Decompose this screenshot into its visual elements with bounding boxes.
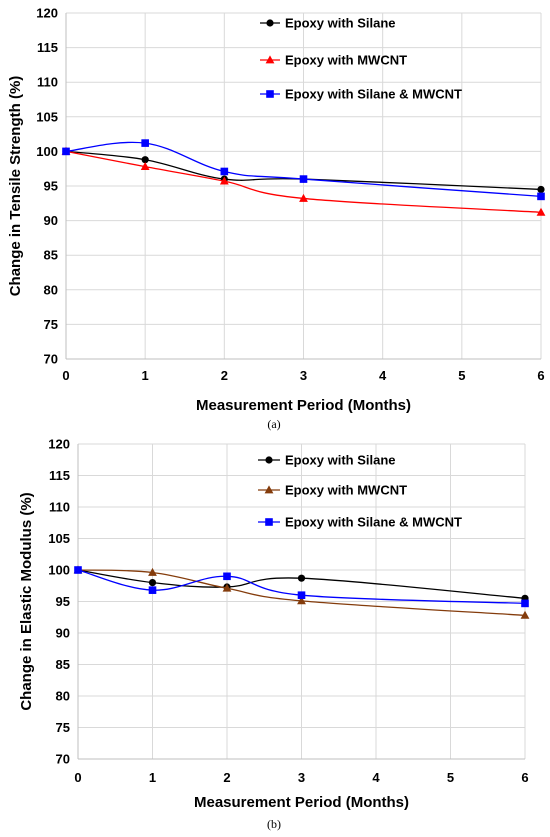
chart-b-y-tick-label: 115: [49, 468, 70, 483]
chart-a-data-point-square: [62, 147, 70, 156]
chart-b-data-point-square: [223, 572, 231, 581]
chart-a-data-point-square: [220, 167, 229, 176]
chart-a-x-tick-label: 6: [537, 368, 544, 383]
chart-a-y-tick-label: 105: [36, 109, 58, 124]
chart-b-y-tick-label: 80: [56, 689, 70, 704]
chart-b-x-tick-label: 2: [223, 770, 230, 785]
chart-a-y-tick-label: 90: [44, 213, 58, 228]
chart-a-y-tick-label: 115: [37, 40, 58, 55]
chart-b-data-point-triangle: [297, 596, 306, 605]
chart-b-y-tick-label: 100: [48, 563, 70, 578]
chart-b-series-line-circle: [77, 569, 526, 599]
chart-b-x-tick-label: 6: [521, 770, 528, 785]
chart-b-legend-label: Epoxy with Silane & MWCNT: [285, 515, 462, 530]
chart-b-x-tick-label: 3: [298, 770, 305, 785]
chart-a-x-tick-label: 4: [379, 368, 387, 383]
chart-b-y-tick-label: 75: [56, 720, 70, 735]
chart-a-x-tick-label: 0: [62, 368, 69, 383]
chart-a-data-point-circle: [141, 156, 149, 164]
chart-b-data-point-circle: [297, 574, 306, 582]
chart-b-data-point-square: [521, 599, 529, 608]
chart-a-legend-label: Epoxy with Silane: [285, 16, 396, 31]
chart-a-data-point-triangle: [536, 207, 546, 216]
chart-a-x-tick-label: 5: [458, 368, 465, 383]
chart-a-data-point-square: [537, 192, 545, 201]
chart-a-y-tick-label: 120: [36, 6, 58, 21]
chart-a-series-line-square: [65, 141, 542, 198]
chart-b-x-tick-label: 5: [447, 770, 454, 785]
chart-b-x-tick-label: 4: [372, 770, 380, 785]
chart-b-y-tick-label: 85: [56, 657, 70, 672]
chart-a-x-tick-label: 3: [300, 368, 307, 383]
chart-a-series-line-triangle: [65, 150, 542, 213]
chart-a-legend-label: Epoxy with Silane & MWCNT: [285, 87, 462, 102]
chart-a-y-tick-label: 110: [37, 75, 58, 90]
chart-a-series-line-circle: [65, 150, 542, 191]
chart-a-y-tick-label: 75: [44, 317, 58, 332]
chart-a-data-point-square: [299, 175, 308, 183]
chart-b-data-point-triangle: [520, 610, 530, 619]
chart-b-y-tick-label: 70: [56, 752, 70, 767]
chart-a-data-point-square: [141, 139, 149, 147]
chart-b-y-tick-label: 110: [49, 500, 70, 515]
chart-b-series-line-triangle: [77, 569, 526, 617]
chart-b-x-axis-title: Measurement Period (Months): [194, 794, 409, 811]
chart-b-legend-label: Epoxy with Silane: [285, 453, 396, 468]
chart-b-legend-marker-square: [265, 518, 273, 526]
chart-a-data-point-triangle: [219, 176, 229, 185]
chart-a-legend-marker-triangle: [265, 55, 275, 64]
chart-b-y-axis-title: Change in Elastic Modulus (%): [18, 492, 35, 710]
chart-b-legend-marker-triangle: [264, 485, 274, 494]
chart-b-y-tick-label: 90: [56, 626, 70, 641]
chart-a-legend-marker-circle: [266, 19, 274, 27]
chart-b-data-point-triangle: [222, 583, 232, 592]
chart-a-x-axis-title: Measurement Period (Months): [196, 397, 411, 414]
chart-a-data-point-triangle: [140, 162, 150, 171]
chart-b-data-point-square: [74, 566, 82, 574]
chart-a-legend-marker-square: [266, 90, 274, 98]
chart-a-y-tick-label: 70: [44, 352, 58, 367]
chart-b-series-line-square: [77, 569, 526, 605]
chart-a-x-tick-label: 2: [221, 368, 228, 383]
chart-a: 70 75 80 85 90 95 100 105 110 115 120 0 1 2 3 4 5 6 Measur…: [7, 6, 546, 414]
chart-a-y-tick-label: 95: [44, 179, 58, 194]
chart-a-y-tick-label: 85: [44, 248, 58, 263]
chart-a-y-axis-title: Change in Tensile Strength (%): [7, 76, 24, 297]
chart-a-y-tick-label: 80: [44, 282, 58, 297]
chart-b: 70 75 80 85 90 95 100 105 110 115 120 0 1 2 3 4 5 6 Measur…: [18, 437, 530, 811]
chart-b-x-tick-label: 1: [149, 770, 156, 785]
chart-b-legend-label: Epoxy with MWCNT: [285, 483, 407, 498]
chart-b-data-point-square: [297, 591, 306, 599]
chart-b-data-point-square: [148, 586, 157, 594]
chart-b-y-tick-label: 105: [48, 531, 70, 546]
chart-b-data-point-triangle: [148, 567, 157, 576]
chart-b-x-tick-label: 0: [74, 770, 81, 785]
chart-a-x-tick-label: 1: [142, 368, 149, 383]
chart-a-legend-label: Epoxy with MWCNT: [285, 53, 407, 68]
chart-b-data-point-circle: [148, 579, 157, 587]
chart-b-legend-marker-circle: [265, 456, 273, 464]
chart-a-caption: (a): [267, 417, 280, 431]
chart-a-y-tick-label: 100: [36, 144, 58, 159]
chart-b-caption: (b): [267, 817, 281, 831]
chart-b-y-tick-label: 120: [48, 437, 70, 452]
chart-a-data-point-triangle: [299, 193, 308, 202]
chart-b-y-tick-label: 95: [56, 594, 70, 609]
chart-a-data-point-circle: [537, 185, 545, 194]
